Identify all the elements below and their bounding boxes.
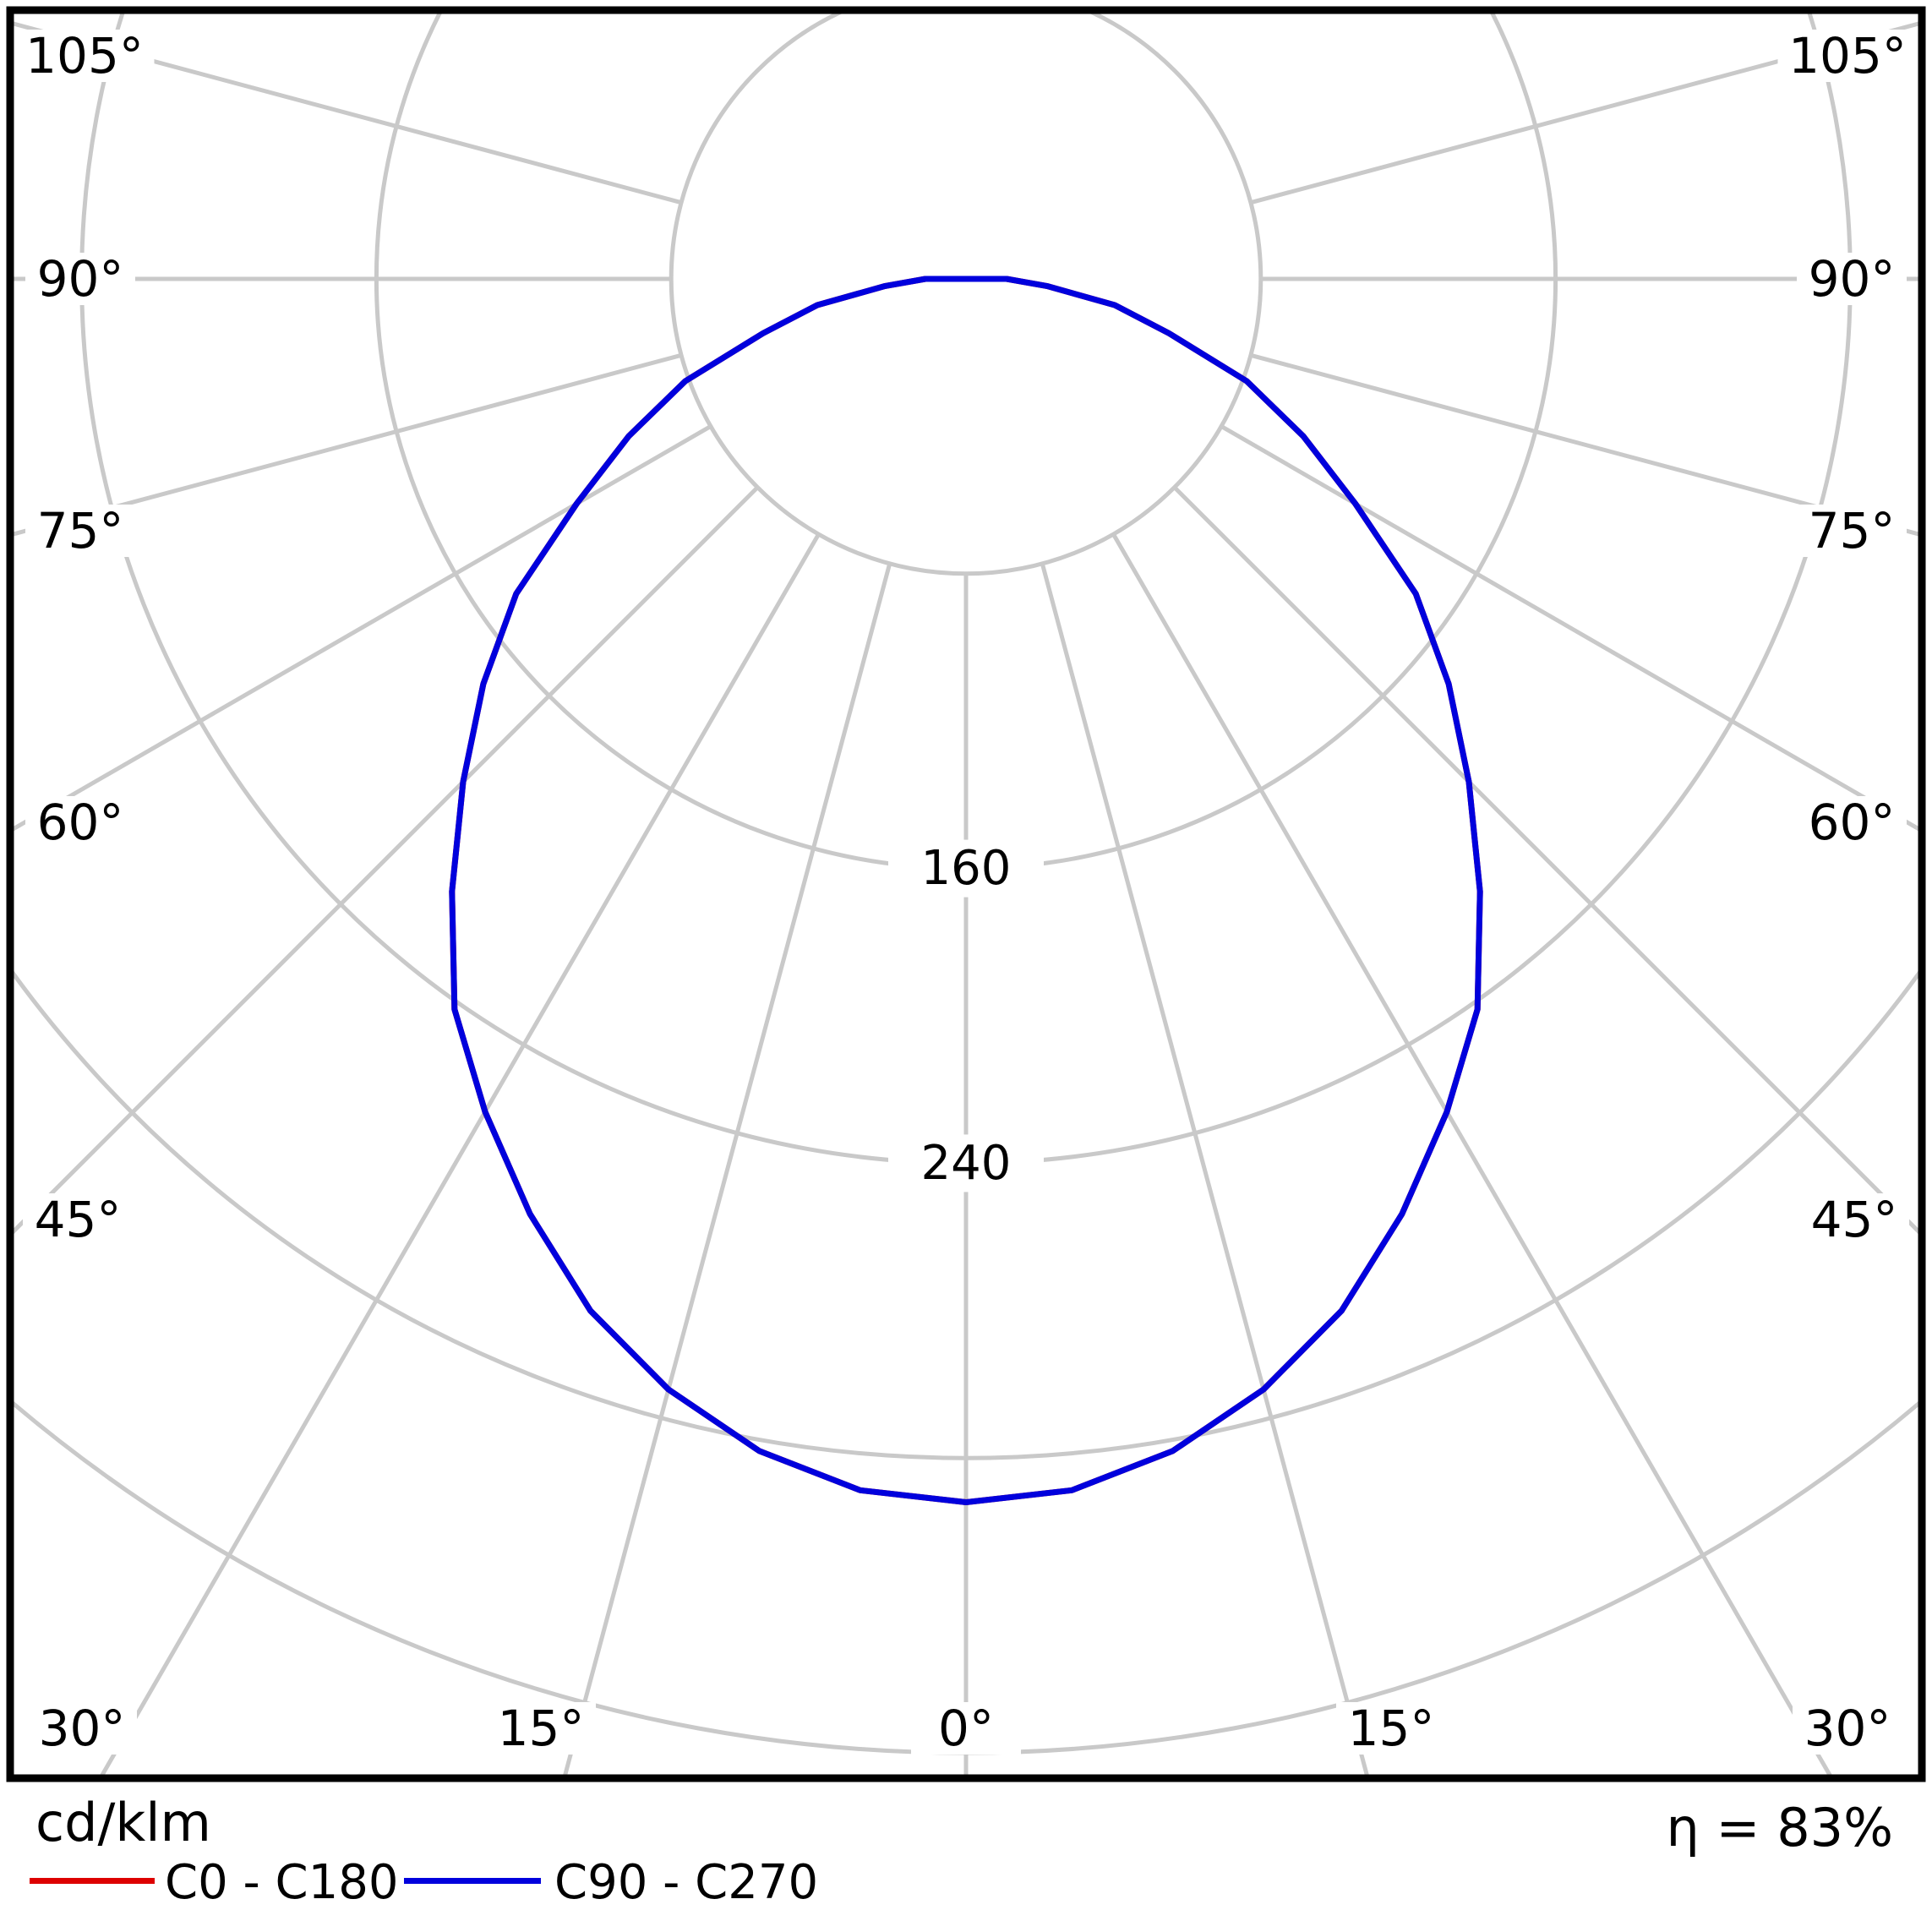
spoke--60 <box>14 424 712 832</box>
curve-c90-c270 <box>449 276 1483 1505</box>
angle-labels: 105° 90° 75° 60° 45° 105° 90° 75° 60° 45° 30° 15° 0°… <box>14 27 1918 1757</box>
angle-label-90°: 90° <box>37 250 124 308</box>
ring-80 <box>669 14 1263 576</box>
angle-label-30°: 30° <box>39 1700 126 1757</box>
angle-label-105°: 105° <box>1788 27 1907 85</box>
legend-line-c90-c270 <box>404 1878 541 1884</box>
spoke--75 <box>14 352 682 537</box>
plot-border <box>6 6 1926 1782</box>
spoke--30 <box>100 532 821 1775</box>
spoke-75 <box>1250 352 1918 537</box>
angle-label-60°: 60° <box>37 794 124 851</box>
angle-label-75°: 75° <box>1809 502 1896 559</box>
angle-label-15°: 15° <box>1348 1700 1435 1757</box>
spoke-60 <box>1220 424 1918 832</box>
angle-label-15°: 15° <box>498 1700 585 1757</box>
spoke-105 <box>1250 21 1918 205</box>
ring-label-240: 240 <box>921 1136 1012 1191</box>
spoke-45 <box>1172 485 1918 1235</box>
curves <box>449 276 1483 1505</box>
legend-line-c0-c180 <box>30 1878 155 1884</box>
legend-label-c90-c270: C90 - C270 <box>554 1855 819 1910</box>
angle-label-105°: 105° <box>25 27 144 85</box>
angle-label-45°: 45° <box>35 1191 122 1248</box>
angle-label-75°: 75° <box>37 502 124 559</box>
spoke-30 <box>1111 532 1832 1775</box>
angle-label-90°: 90° <box>1809 250 1896 308</box>
legend-label-c0-c180: C0 - C180 <box>165 1855 399 1910</box>
angle-label-60°: 60° <box>1809 794 1896 851</box>
unit-label: cd/klm <box>35 1792 211 1853</box>
angle-label-0°: 0° <box>938 1700 994 1757</box>
spoke--15 <box>563 563 892 1775</box>
ring-label-160: 160 <box>921 841 1012 896</box>
angle-label-30°: 30° <box>1804 1700 1891 1757</box>
ring-labels: 160 240 <box>888 839 1044 1192</box>
spoke--45 <box>14 485 760 1235</box>
spoke-15 <box>1040 563 1369 1775</box>
light-output-ratio-label: η = 83% <box>1666 1797 1893 1858</box>
spoke--105 <box>14 21 682 205</box>
angle-label-45°: 45° <box>1811 1191 1898 1248</box>
